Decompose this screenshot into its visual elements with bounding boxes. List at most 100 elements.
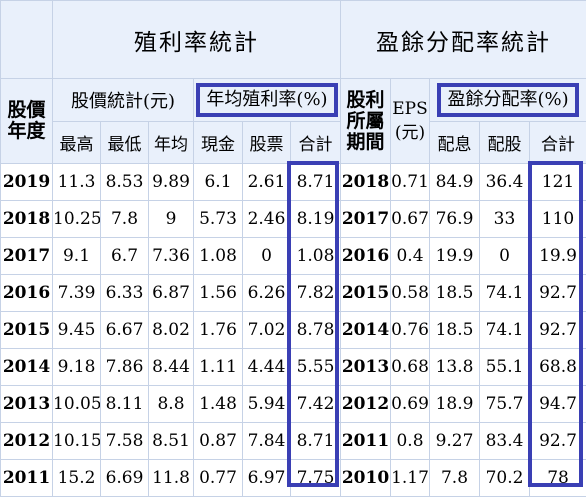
avg-yield-label: 年均殖利率(%) [196,83,337,117]
cell-total-payout: 110 [530,201,586,238]
cell-cash-payout: 9.27 [430,423,480,460]
payout-title: 盈餘分配率統計 [341,1,586,79]
cell-total: 8.71 [291,164,341,201]
col-low: 最低 [101,122,149,164]
cell-div-year: 2014 [341,312,391,349]
cell-eps: 0.67 [391,201,430,238]
cell-year: 2018 [1,201,53,238]
cell-low: 8.11 [101,386,149,423]
cell-cash-payout: 7.8 [430,460,480,497]
cell-high: 10.25 [53,201,101,238]
cell-high: 7.39 [53,275,101,312]
cell-stock: 6.26 [243,275,291,312]
cell-low: 7.8 [101,201,149,238]
cell-total: 8.71 [291,423,341,460]
col-total-payout: 合計 [530,122,586,164]
cell-eps: 0.69 [391,386,430,423]
cell-total-payout: 121 [530,164,586,201]
cell-year: 2015 [1,312,53,349]
cell-stock: 6.97 [243,460,291,497]
cell-cash: 1.56 [194,275,243,312]
cell-total-payout: 68.8 [530,349,586,386]
cell-cash: 5.73 [194,201,243,238]
cell-eps: 0.68 [391,349,430,386]
cell-avg: 9.89 [149,164,194,201]
cell-stock-payout: 75.7 [480,386,530,423]
cell-cash: 0.87 [194,423,243,460]
cell-eps: 0.76 [391,312,430,349]
cell-eps: 0.4 [391,238,430,275]
cell-stock-payout: 74.1 [480,312,530,349]
cell-cash-payout: 18.5 [430,275,480,312]
cell-total-payout: 78 [530,460,586,497]
cell-avg: 8.44 [149,349,194,386]
cell-cash: 1.08 [194,238,243,275]
cell-year: 2016 [1,275,53,312]
cell-stock-payout: 74.1 [480,275,530,312]
cell-total: 7.75 [291,460,341,497]
cell-year: 2013 [1,386,53,423]
cell-stock: 2.61 [243,164,291,201]
cell-low: 6.69 [101,460,149,497]
cell-avg: 8.8 [149,386,194,423]
price-stats-header: 股價統計(元) [53,79,194,122]
cell-stock: 7.02 [243,312,291,349]
cell-cash: 0.77 [194,460,243,497]
cell-avg: 6.87 [149,275,194,312]
cell-total: 1.08 [291,238,341,275]
cell-high: 15.2 [53,460,101,497]
cell-cash: 6.1 [194,164,243,201]
cell-year: 2019 [1,164,53,201]
cell-low: 6.33 [101,275,149,312]
cell-div-year: 2010 [341,460,391,497]
cell-eps: 0.8 [391,423,430,460]
cell-year: 2017 [1,238,53,275]
cell-year: 2011 [1,460,53,497]
cell-high: 9.45 [53,312,101,349]
cell-eps: 0.71 [391,164,430,201]
col-cash: 現金 [194,122,243,164]
cell-cash-payout: 18.9 [430,386,480,423]
cell-year: 2014 [1,349,53,386]
stock-year-header: 股價年度 [1,79,53,164]
cell-stock: 5.94 [243,386,291,423]
cell-stock-payout: 55.1 [480,349,530,386]
cell-low: 8.53 [101,164,149,201]
cell-low: 6.7 [101,238,149,275]
cell-total: 8.78 [291,312,341,349]
cell-stock-payout: 0 [480,238,530,275]
cell-cash: 1.11 [194,349,243,386]
cell-stock-payout: 70.2 [480,460,530,497]
cell-eps: 1.17 [391,460,430,497]
cell-total-payout: 92.7 [530,275,586,312]
cell-low: 6.67 [101,312,149,349]
cell-eps: 0.58 [391,275,430,312]
cell-div-year: 2011 [341,423,391,460]
cell-div-year: 2012 [341,386,391,423]
cell-high: 9.18 [53,349,101,386]
eps-header: EPS(元) [391,79,430,164]
dividend-year-header: 股利所屬期間 [341,79,391,164]
cell-total: 7.42 [291,386,341,423]
cell-avg: 11.8 [149,460,194,497]
cell-high: 11.3 [53,164,101,201]
cell-total: 5.55 [291,349,341,386]
payout-ratio-header: 盈餘分配率(%) [430,79,586,122]
cell-stock-payout: 83.4 [480,423,530,460]
cell-total-payout: 92.7 [530,423,586,460]
cell-div-year: 2013 [341,349,391,386]
cell-div-year: 2015 [341,275,391,312]
col-high: 最高 [53,122,101,164]
cell-stock: 4.44 [243,349,291,386]
cell-low: 7.86 [101,349,149,386]
cell-total-payout: 92.7 [530,312,586,349]
col-total: 合計 [291,122,341,164]
cell-stock: 7.84 [243,423,291,460]
cell-year: 2012 [1,423,53,460]
